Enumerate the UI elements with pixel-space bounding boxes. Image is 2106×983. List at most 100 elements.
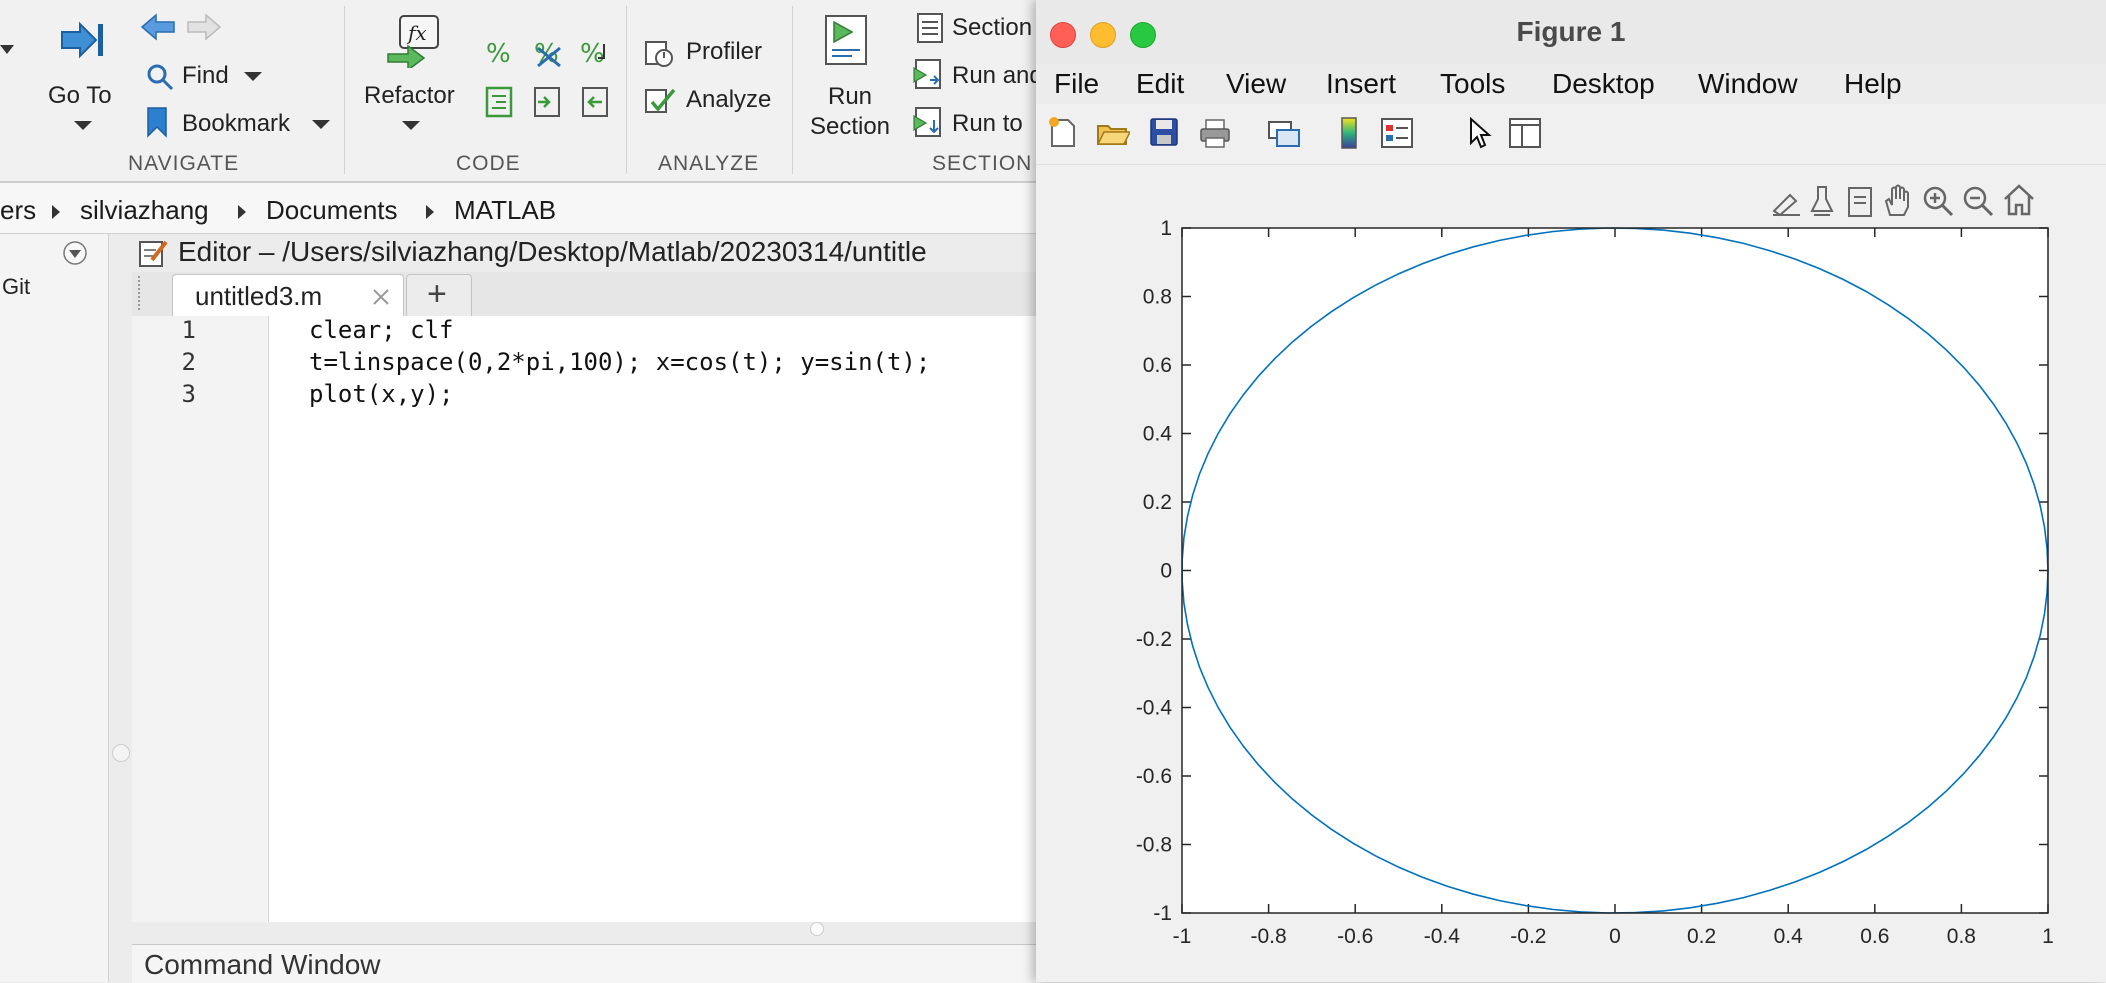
add-tab-button[interactable]: + — [406, 274, 472, 317]
splitter-handle[interactable] — [810, 922, 824, 936]
tab-grip[interactable] — [138, 276, 143, 310]
refactor-dropdown-icon[interactable] — [402, 121, 420, 130]
home-icon[interactable] — [2002, 183, 2036, 222]
property-editor-icon[interactable] — [1508, 116, 1542, 155]
bookmark-button[interactable]: Bookmark — [182, 110, 291, 137]
menu-help[interactable]: Help — [1844, 68, 1902, 99]
forward-arrow-icon[interactable] — [186, 12, 222, 47]
x-tick-label: 0.4 — [1774, 925, 1804, 948]
smart-indent-icon[interactable] — [484, 86, 514, 123]
figure-titlebar[interactable]: Figure 1 — [1036, 0, 2106, 65]
minimize-window-button[interactable] — [1090, 22, 1116, 48]
menu-file[interactable]: File — [1054, 68, 1100, 99]
menu-edit[interactable]: Edit — [1136, 68, 1185, 99]
restore-view-menu-icon[interactable] — [1846, 185, 1874, 224]
breadcrumb: ers silviazhang Documents MATLAB — [0, 183, 1040, 234]
chevron-right-icon — [52, 205, 60, 219]
section-button[interactable]: Section — [952, 14, 1033, 41]
comment-icon[interactable]: % — [484, 36, 516, 73]
toolstrip: Go To Find Bookmark NAVIGATE fx Refactor… — [0, 0, 1043, 183]
legend-icon[interactable] — [1380, 116, 1414, 155]
breadcrumb-item[interactable]: MATLAB — [454, 195, 557, 225]
increase-indent-icon[interactable] — [532, 86, 562, 123]
tab-label: untitled3.m — [195, 281, 323, 311]
close-icon[interactable] — [371, 287, 391, 312]
uncomment-icon[interactable]: % — [532, 36, 564, 73]
zoom-out-icon[interactable] — [1962, 185, 1994, 222]
breadcrumb-item[interactable]: Documents — [266, 195, 398, 225]
editor-tab-strip: untitled3.m + — [132, 272, 1042, 317]
plot-axes[interactable]: -1 -0.8 -0.6 -0.4 -0.2 0 0.2 0.4 0.6 0.8 1 -1 -0.8 -0… — [1036, 165, 2106, 982]
code-line[interactable]: plot(x,y); — [309, 380, 454, 408]
new-figure-icon[interactable] — [1046, 116, 1080, 155]
analyze-icon[interactable] — [644, 84, 676, 121]
figure-window: Figure 1 File Edit View Insert Tools Des… — [1036, 0, 2106, 982]
menu-window[interactable]: Window — [1698, 68, 1798, 99]
code-line[interactable]: t=linspace(0,2*pi,100); x=cos(t); y=sin(… — [309, 348, 931, 376]
find-button[interactable]: Find — [182, 62, 229, 89]
refactor-icon[interactable]: fx — [386, 14, 442, 73]
decrease-indent-icon[interactable] — [580, 86, 610, 123]
open-file-icon[interactable] — [1096, 116, 1132, 155]
run-section-icon[interactable] — [822, 14, 870, 71]
figure-menubar: File Edit View Insert Tools Desktop Wind… — [1036, 64, 2106, 104]
tab-untitled3[interactable]: untitled3.m — [172, 274, 404, 317]
command-window-title: Command Window — [144, 949, 381, 980]
splitter-handle[interactable] — [112, 744, 130, 762]
navigate-section-label: NAVIGATE — [128, 152, 240, 175]
menu-insert[interactable]: Insert — [1326, 68, 1397, 99]
bookmark-dropdown-icon[interactable] — [312, 120, 330, 129]
zoom-window-button[interactable] — [1130, 22, 1156, 48]
colorbar-icon[interactable] — [1336, 116, 1362, 155]
close-window-button[interactable] — [1050, 22, 1076, 48]
x-tick-label: 0 — [1609, 925, 1621, 948]
wrap-comments-icon[interactable]: % — [580, 36, 612, 73]
print-icon[interactable] — [1198, 116, 1232, 155]
refactor-button[interactable]: Refactor — [364, 82, 455, 109]
run-and-advance-button[interactable]: Run and — [952, 62, 1043, 89]
go-to-button[interactable]: Go To — [48, 82, 112, 109]
chevron-right-icon — [426, 205, 434, 219]
menu-view[interactable]: View — [1226, 68, 1287, 99]
run-and-advance-icon[interactable] — [912, 58, 944, 95]
pointer-icon[interactable] — [1466, 116, 1492, 155]
menu-desktop[interactable]: Desktop — [1552, 68, 1655, 99]
profiler-button[interactable]: Profiler — [686, 38, 763, 65]
y-tick-label: -0.8 — [1136, 834, 1172, 857]
code-line[interactable]: clear; clf — [309, 316, 454, 344]
zoom-in-icon[interactable] — [1922, 185, 1954, 222]
x-tick-label: -1 — [1173, 925, 1192, 948]
y-tick-label: 0.6 — [1143, 354, 1172, 377]
run-to-end-button[interactable]: Run to — [952, 110, 1023, 137]
chevron-down-icon[interactable] — [0, 45, 14, 54]
go-to-icon[interactable] — [58, 18, 106, 67]
axes-background — [1182, 228, 2048, 913]
section-section-label: SECTION — [932, 152, 1033, 175]
breadcrumb-item[interactable]: ers — [0, 195, 37, 225]
go-to-dropdown-icon[interactable] — [74, 121, 92, 130]
y-tick-label: -1 — [1153, 902, 1172, 925]
back-arrow-icon[interactable] — [140, 12, 176, 47]
menu-tools[interactable]: Tools — [1440, 68, 1506, 99]
plot-area: -1 -0.8 -0.6 -0.4 -0.2 0 0.2 0.4 0.6 0.8 1 -1 -0.8 -0… — [1036, 165, 2106, 982]
data-tips-icon[interactable] — [1808, 185, 1836, 224]
code-editor[interactable] — [132, 316, 1043, 922]
run-section-button[interactable]: Run Section — [809, 83, 891, 140]
breadcrumb-item[interactable]: silviazhang — [80, 195, 209, 225]
save-icon[interactable] — [1148, 116, 1180, 153]
link-plot-icon[interactable] — [1266, 116, 1302, 155]
axes-box — [1181, 227, 2049, 914]
brush-data-icon[interactable] — [1770, 187, 1804, 222]
command-window-header[interactable]: Command Window — [132, 944, 1042, 983]
analyze-button[interactable]: Analyze — [686, 86, 772, 113]
pan-icon[interactable] — [1882, 183, 1914, 224]
section-break-icon[interactable] — [916, 12, 944, 49]
panel-menu-icon[interactable] — [62, 240, 88, 271]
y-tick-label: 0 — [1160, 560, 1172, 583]
git-column-label: Git — [2, 274, 31, 299]
run-to-end-icon[interactable] — [912, 106, 944, 143]
x-tick-label: -0.8 — [1251, 925, 1287, 948]
profiler-icon[interactable] — [644, 36, 676, 73]
analyze-section-label: ANALYZE — [658, 152, 760, 175]
find-dropdown-icon[interactable] — [244, 72, 262, 81]
